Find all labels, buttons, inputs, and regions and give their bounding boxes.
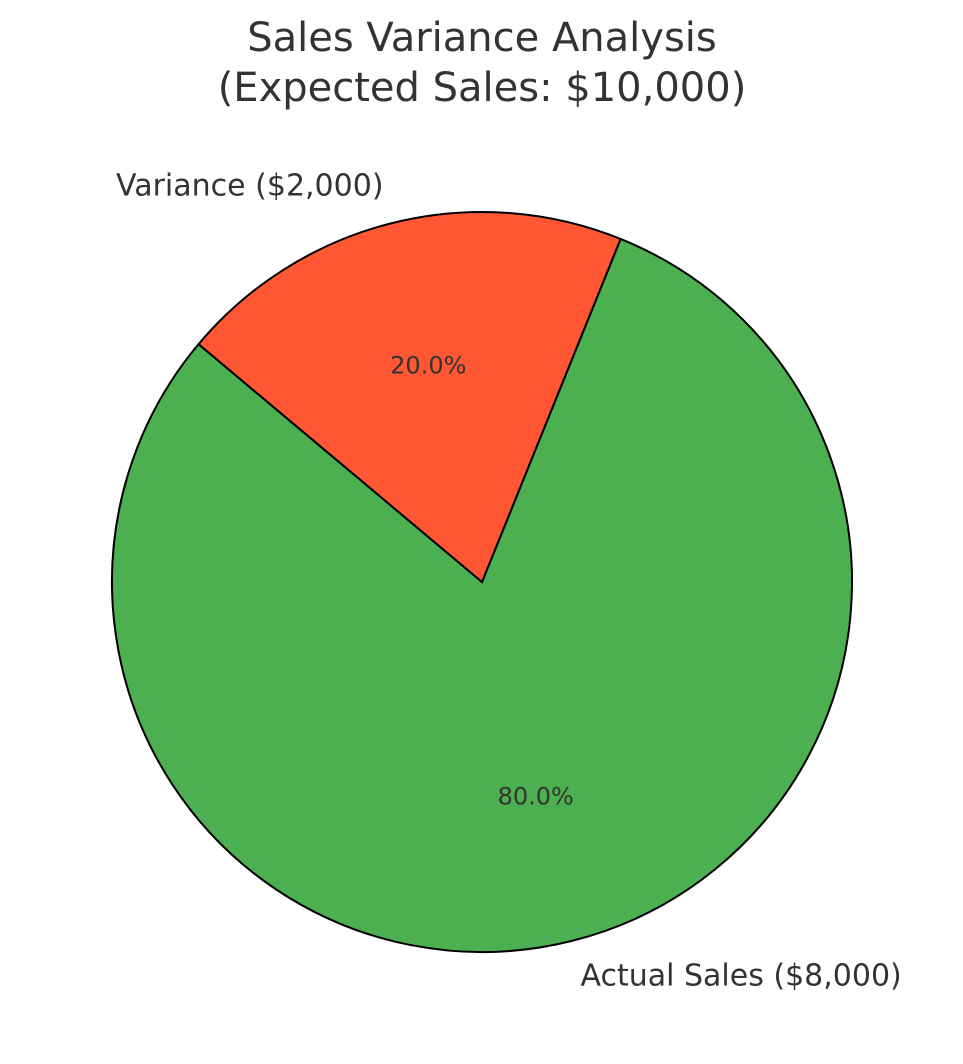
pie-slice — [197, 211, 622, 584]
slice-label: Variance ($2,000) — [116, 169, 384, 204]
percent-label: 80.0% — [498, 782, 574, 810]
pie-slice — [111, 237, 853, 953]
slice-label: Actual Sales ($8,000) — [580, 958, 901, 993]
chart-title: Sales Variance Analysis — [247, 15, 717, 61]
percent-label: 20.0% — [390, 352, 466, 380]
chart-title: (Expected Sales: $10,000) — [218, 65, 747, 111]
